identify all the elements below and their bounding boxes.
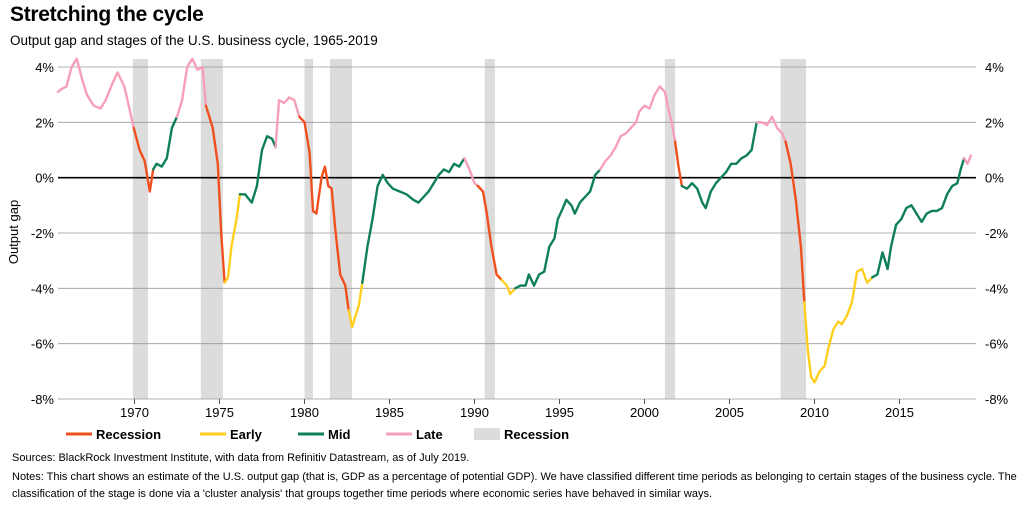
y-tick-label-right: 4% <box>985 60 1004 75</box>
x-tick-label: 2005 <box>715 405 744 420</box>
y-tick-label-left: -4% <box>31 281 55 296</box>
line-segment-late <box>175 57 208 119</box>
x-tick-label: 2010 <box>800 405 829 420</box>
x-tick-label: 2015 <box>885 405 914 420</box>
y-tick-label-left: -6% <box>31 337 55 352</box>
data-lines <box>56 57 973 384</box>
y-tick-label-right: -6% <box>985 337 1009 352</box>
y-tick-label-left: -2% <box>31 226 55 241</box>
notes-text: Notes: This chart shows an estimate of t… <box>12 471 1017 500</box>
legend-label: Mid <box>328 427 350 442</box>
line-segment-early <box>223 193 242 284</box>
y-axis-right: 4% 2% 0% -2% -4% -6% -8% <box>985 60 1009 407</box>
line-segment-mid <box>238 134 277 204</box>
line-segment-recession <box>673 140 684 188</box>
y-tick-label-right: -4% <box>985 281 1009 296</box>
line-segment-mid <box>680 121 758 210</box>
line-segment-early <box>347 281 364 329</box>
y-tick-label-right: -8% <box>985 392 1009 407</box>
line-segment-late <box>56 57 135 130</box>
recession-band <box>330 59 353 399</box>
recession-band <box>132 59 149 399</box>
y-axis-left: 4% 2% 0% -2% -4% -6% -8% <box>31 60 55 407</box>
legend: Recession Early Mid Late Recession <box>66 427 569 442</box>
line-segment-mid <box>361 157 466 284</box>
line-segment-mid <box>151 115 179 171</box>
line-segment-mid <box>871 157 966 279</box>
line-segment-late <box>755 115 787 143</box>
x-tick-label: 1970 <box>120 405 149 420</box>
line-segment-recession <box>784 140 806 304</box>
recession-band <box>304 59 313 399</box>
line-segment-late <box>599 85 677 171</box>
y-tick-label-right: 0% <box>985 171 1004 186</box>
legend-label: Late <box>416 427 443 442</box>
gridlines <box>58 66 976 400</box>
line-segment-recession <box>476 184 503 282</box>
chart-subtitle: Output gap and stages of the U.S. busine… <box>10 33 378 48</box>
x-axis: 1970 1975 1980 1985 1990 1995 2000 2005 2010 2015 <box>120 399 914 420</box>
legend-swatch-band <box>474 428 500 440</box>
legend-label: Recession <box>96 427 161 442</box>
y-tick-label-right: 2% <box>985 115 1004 130</box>
line-segment-recession <box>298 115 350 312</box>
line-segment-mid <box>514 168 602 290</box>
x-tick-label: 1995 <box>545 405 574 420</box>
recession-band <box>200 59 223 399</box>
line-segment-recession <box>132 126 155 193</box>
legend-label: Recession <box>504 427 569 442</box>
y-tick-label-left: 0% <box>35 171 54 186</box>
output-gap-chart: 4% 2% 0% -2% -4% -6% -8% 4% 2% 0% -2% -4% -6% -8% 19… <box>6 57 1009 442</box>
line-segment-late <box>463 157 480 188</box>
recession-band <box>780 59 806 399</box>
y-tick-label-left: -8% <box>31 392 55 407</box>
sources-text: Sources: BlackRock Investment Institute,… <box>12 452 470 464</box>
line-segment-early <box>500 278 517 296</box>
x-tick-label: 1985 <box>375 405 404 420</box>
legend-label: Early <box>230 427 263 442</box>
x-tick-label: 1975 <box>205 405 234 420</box>
line-segment-early <box>803 267 874 384</box>
y-axis-label: Output gap <box>6 200 21 264</box>
y-tick-label-left: 4% <box>35 60 54 75</box>
y-tick-label-right: -2% <box>985 226 1009 241</box>
chart-title: Stretching the cycle <box>10 3 204 26</box>
line-segment-late <box>962 154 973 166</box>
x-tick-label: 1980 <box>290 405 319 420</box>
line-segment-late <box>274 96 301 149</box>
x-tick-label: 1990 <box>460 405 489 420</box>
line-segment-recession <box>204 104 226 284</box>
x-tick-label: 2000 <box>630 405 659 420</box>
recession-band <box>664 59 676 399</box>
y-tick-label-left: 2% <box>35 115 54 130</box>
